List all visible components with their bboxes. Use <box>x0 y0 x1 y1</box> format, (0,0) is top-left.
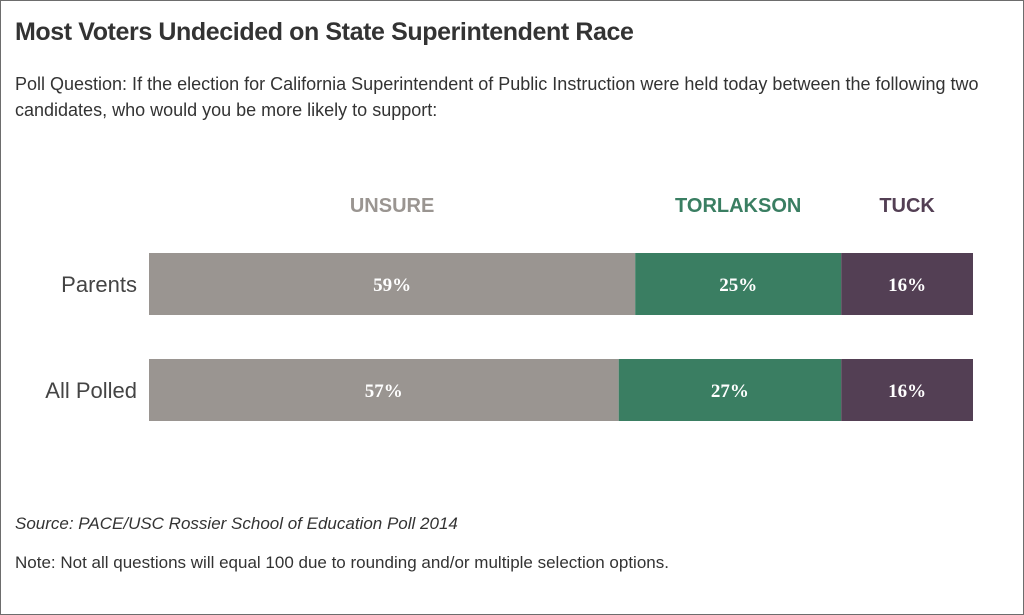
legend-label-torlakson: TORLAKSON <box>675 195 801 217</box>
data-label-unsure-all-polled: 57% <box>365 381 403 402</box>
row-label-all-polled: All Polled <box>45 378 137 403</box>
bar-unsure-parents <box>149 253 636 315</box>
chart-title: Most Voters Undecided on State Superinte… <box>15 18 634 46</box>
bar-rows: Parents 59% 25% 16% All Polled 57% 27% 16% <box>45 253 973 421</box>
legend-label-unsure: UNSURE <box>350 195 434 217</box>
rounding-note: Note: Not all questions will equal 100 d… <box>15 553 669 572</box>
data-label-tuck-all-polled: 16% <box>888 381 926 402</box>
legend: UNSURE TORLAKSON TUCK <box>350 195 936 217</box>
bar-unsure-all-polled <box>149 359 619 421</box>
bar-tuck-all-polled <box>841 359 973 421</box>
data-label-torlakson-parents: 25% <box>719 275 757 296</box>
bar-tuck-parents <box>841 253 973 315</box>
data-label-unsure-parents: 59% <box>373 275 411 296</box>
legend-label-tuck: TUCK <box>879 195 935 217</box>
bar-torlakson-parents <box>635 253 842 315</box>
chart-subtitle: Poll Question: If the election for Calif… <box>15 74 979 120</box>
bar-torlakson-all-polled <box>618 359 842 421</box>
data-label-tuck-parents: 16% <box>888 275 926 296</box>
row-label-parents: Parents <box>61 272 137 297</box>
source-note: Source: PACE/USC Rossier School of Educa… <box>15 514 458 533</box>
data-label-torlakson-all-polled: 27% <box>711 381 749 402</box>
